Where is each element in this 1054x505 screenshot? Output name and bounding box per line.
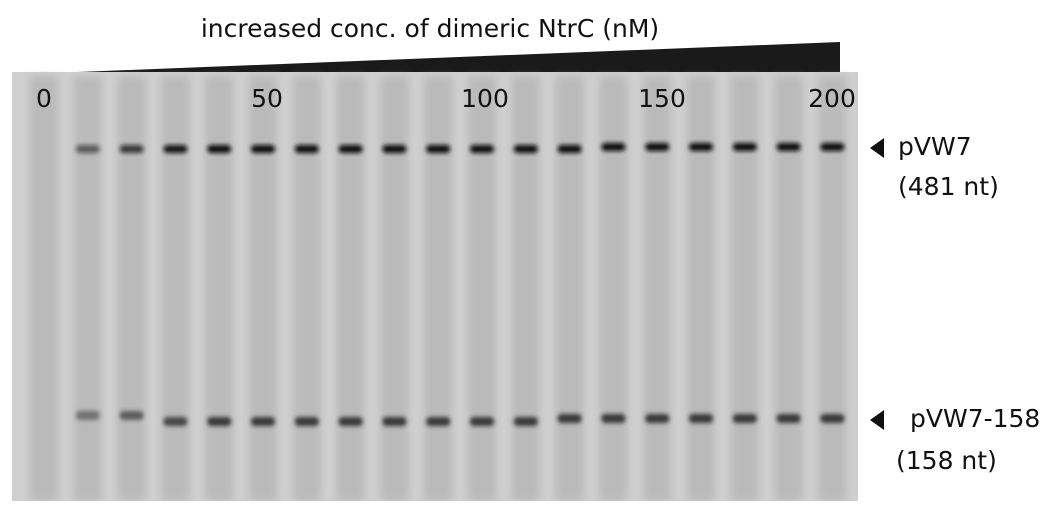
band-lower — [733, 414, 757, 423]
lane-smear — [337, 76, 365, 501]
lane-smear — [775, 76, 803, 501]
lane-smear — [556, 76, 584, 501]
title: increased conc. of dimeric NtrC (nM) — [201, 14, 659, 43]
band-upper — [645, 143, 669, 151]
band-upper — [426, 145, 450, 153]
gel-figure: increased conc. of dimeric NtrC (nM) 0 5… — [0, 0, 1054, 501]
lane-smear — [468, 76, 496, 501]
band-upper — [733, 143, 757, 151]
lane-label: 200 — [808, 84, 856, 113]
lane-label: 100 — [461, 84, 509, 113]
lane-smear — [161, 76, 189, 501]
band-lower — [558, 414, 582, 423]
band-upper — [76, 145, 100, 153]
band-upper — [514, 145, 538, 153]
band-upper — [558, 145, 582, 153]
band-lower — [689, 414, 713, 423]
band-lower — [645, 414, 669, 423]
lane-smear — [599, 76, 627, 501]
band-lower — [514, 417, 538, 426]
band-lower — [76, 411, 100, 420]
lane-smear — [118, 76, 146, 501]
band-upper — [251, 145, 275, 153]
band-upper — [339, 145, 363, 153]
band-upper — [601, 143, 625, 151]
band-lower — [163, 417, 187, 426]
band-upper — [382, 145, 406, 153]
band-upper — [820, 143, 844, 151]
band-upper — [163, 145, 187, 153]
lane-smear — [818, 76, 846, 501]
band-lower — [295, 417, 319, 426]
band-name: pVW7-158 — [910, 404, 1040, 433]
lane-smear — [512, 76, 540, 501]
band-lower — [601, 414, 625, 423]
lane-label: 150 — [638, 84, 686, 113]
band-upper — [120, 145, 144, 153]
lane-smear — [30, 76, 58, 501]
lane-smear — [643, 76, 671, 501]
lane-smear — [380, 76, 408, 501]
concentration-wedge — [78, 42, 840, 72]
lane-smear — [74, 76, 102, 501]
band-size: (481 nt) — [898, 172, 999, 201]
band-lower — [382, 417, 406, 426]
band-lower — [426, 417, 450, 426]
lane-smear — [687, 76, 715, 501]
lane-label: 50 — [251, 84, 283, 113]
band-upper — [689, 143, 713, 151]
band-upper — [295, 145, 319, 153]
lane-smear — [249, 76, 277, 501]
lane-smear — [293, 76, 321, 501]
band-name: pVW7 — [898, 132, 972, 161]
band-lower — [777, 414, 801, 423]
band-lower — [120, 411, 144, 420]
band-size: (158 nt) — [896, 446, 997, 475]
band-lower — [339, 417, 363, 426]
band-upper — [470, 145, 494, 153]
lane-label: 0 — [36, 84, 52, 113]
lane-smear — [424, 76, 452, 501]
band-arrow — [870, 138, 884, 158]
band-upper — [777, 143, 801, 151]
band-arrow — [870, 410, 884, 430]
lane-smear — [731, 76, 759, 501]
band-lower — [820, 414, 844, 423]
band-lower — [251, 417, 275, 426]
lane-smear — [205, 76, 233, 501]
band-upper — [207, 145, 231, 153]
band-lower — [207, 417, 231, 426]
band-lower — [470, 417, 494, 426]
